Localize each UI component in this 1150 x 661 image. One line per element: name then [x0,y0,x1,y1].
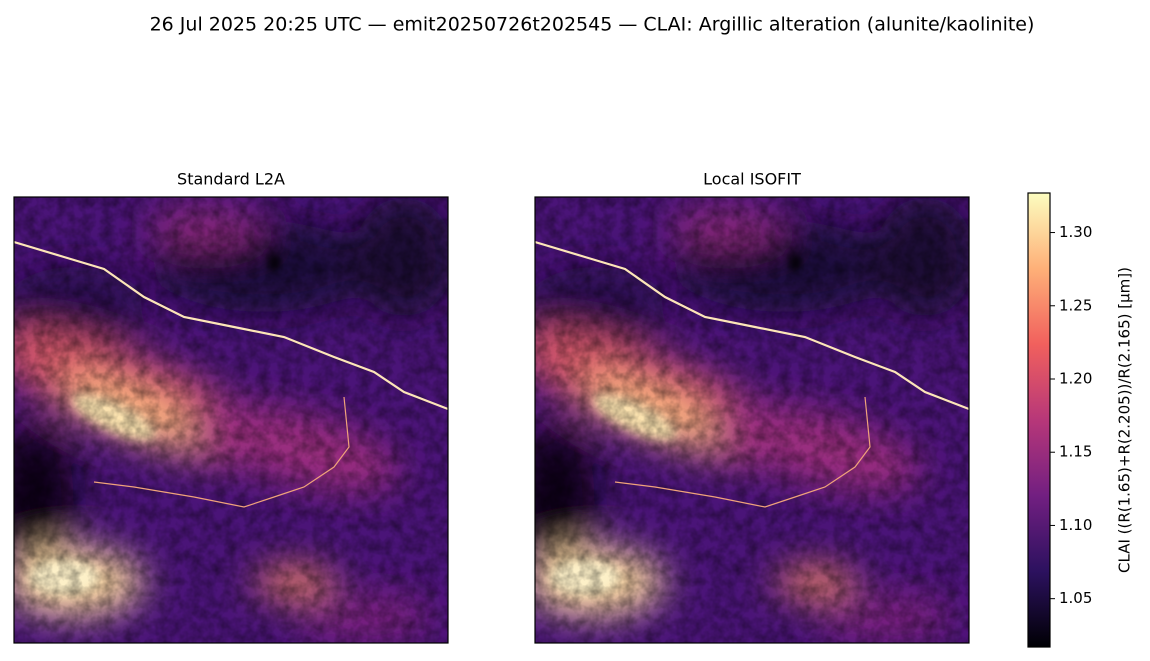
panel: Standard L2A [0,170,454,644]
image [501,197,975,643]
axes-frame [534,196,970,644]
colorbar-tick-label: 1.25 [1059,296,1092,314]
colorbar-tick-label: 1.15 [1059,443,1092,461]
image [0,197,454,643]
colorbar-tick-label: 1.20 [1059,369,1092,387]
panel: Local ISOFIT [501,170,975,644]
colorbar-label: CLAI ((R(1.65)+R(2.205))/R(2.165) [μm]) [1116,267,1134,573]
colorbar-tick-label: 1.05 [1059,589,1092,607]
colorbar [1027,192,1051,648]
panel-title: Standard L2A [177,170,285,189]
colorbar-tick-label: 1.10 [1059,516,1092,534]
figure-title: 26 Jul 2025 20:25 UTC — emit20250726t202… [150,14,1035,36]
panel-title: Local ISOFIT [703,170,801,189]
axes-frame [13,196,449,644]
colorbar-tick-label: 1.30 [1059,223,1092,241]
